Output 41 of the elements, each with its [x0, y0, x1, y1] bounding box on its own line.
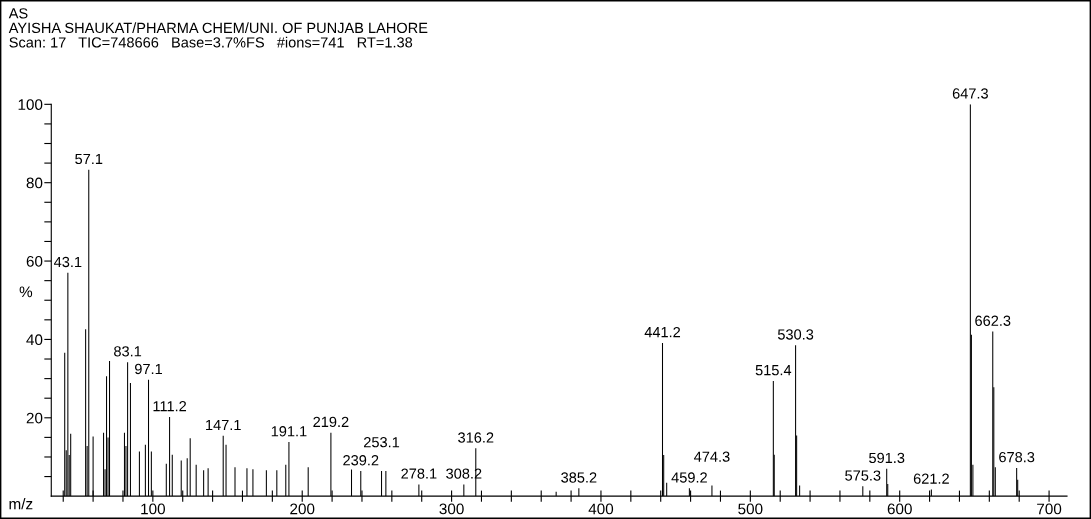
chart-title: AS — [8, 8, 28, 19]
annotation: 591.3 — [869, 452, 905, 464]
y-tick-label: 100 — [18, 99, 43, 111]
chart-subtitle: AYISHA SHAUKAT/PHARMA CHEM/UNI. OF PUNJAB LAHORE — [8, 22, 428, 34]
annotation: 647.3 — [952, 88, 988, 99]
annotation: 678.3 — [999, 451, 1035, 463]
annotation: 97.1 — [135, 363, 162, 375]
x-tick-label: 400 — [588, 503, 614, 515]
annotation: 662.3 — [975, 315, 1011, 326]
x-tick-label: 700 — [1037, 503, 1062, 515]
y-tick-label: 60 — [26, 255, 43, 267]
x-tick-label: 500 — [738, 503, 763, 515]
annotation: 441.2 — [644, 326, 681, 338]
annotation: 83.1 — [114, 346, 142, 357]
y-tick-label: 40 — [26, 334, 43, 346]
annotation: 43.1 — [54, 256, 82, 268]
annotation: 316.2 — [458, 432, 494, 443]
x-axis-title: m/z — [9, 498, 33, 510]
annotation: 515.4 — [755, 365, 792, 376]
annotation: 111.2 — [153, 401, 187, 412]
annotation: 147.1 — [206, 419, 241, 431]
y-tick-label: 20 — [26, 412, 43, 424]
x-tick-label: 300 — [439, 503, 464, 515]
annotation: 621.2 — [913, 473, 949, 484]
annotation: 474.3 — [694, 451, 730, 462]
annotation: 191.1 — [271, 426, 307, 437]
annotation: 57.1 — [75, 153, 103, 165]
x-tick-label: 200 — [290, 503, 315, 515]
annotation: 253.1 — [364, 437, 400, 448]
x-tick-label: 100 — [141, 503, 165, 515]
annotation: 530.3 — [777, 329, 814, 340]
annotation: 575.3 — [845, 470, 881, 481]
y-axis-title: % — [19, 286, 33, 298]
annotation: 219.2 — [313, 416, 349, 428]
annotation: 278.1 — [401, 468, 437, 479]
annotation: 459.2 — [671, 472, 707, 483]
x-tick-label: 600 — [887, 503, 912, 515]
annotation: 239.2 — [343, 455, 379, 466]
text: Scan: 17 TIC=748666 Base=3.7%FS #ions=741 RT=1.38 — [9, 36, 413, 48]
y-tick-label: 80 — [26, 177, 43, 189]
annotation: 385.2 — [561, 472, 597, 483]
